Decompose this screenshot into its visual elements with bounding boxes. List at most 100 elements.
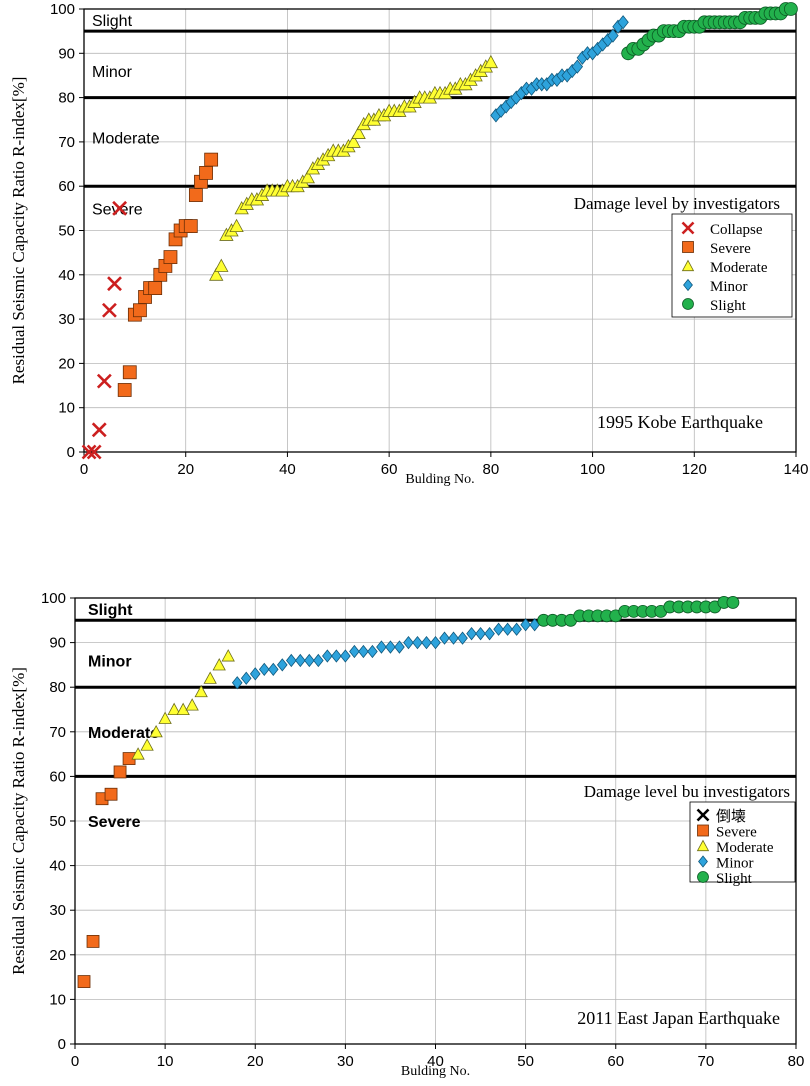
series-Severe — [77, 752, 136, 988]
data-point — [358, 644, 369, 659]
data-point — [117, 383, 132, 397]
data-point — [204, 152, 219, 167]
legend-title: Damage level bu investigators — [584, 782, 790, 801]
zone-label: Minor — [92, 64, 133, 81]
y-tick-label: 90 — [58, 45, 75, 62]
data-point — [77, 975, 91, 988]
data-point — [457, 631, 468, 645]
data-point — [421, 635, 432, 650]
legend-marker — [683, 278, 693, 292]
data-point — [199, 166, 213, 180]
data-point — [511, 622, 522, 636]
legend-item: 倒壊 — [696, 808, 746, 825]
legend-item: Slight — [682, 298, 747, 314]
series-Severe — [117, 152, 219, 397]
y-axis: 0 10 20 30 40 50 60 70 80 90 100 — [41, 590, 75, 1053]
x-tick-label: 80 — [483, 461, 500, 478]
legend-marker — [697, 824, 709, 837]
y-axis-label: Residual Seismic Capacity Ratio R-index[… — [9, 667, 28, 975]
data-point — [520, 618, 531, 632]
data-point — [267, 662, 279, 677]
data-point — [212, 658, 226, 671]
y-tick-label: 60 — [58, 178, 75, 195]
legend-marker — [696, 808, 710, 822]
data-point — [295, 653, 306, 668]
data-point — [349, 644, 360, 659]
data-point — [346, 134, 361, 148]
legend-label: Moderate — [716, 840, 774, 856]
data-point — [313, 653, 324, 668]
legend-box — [689, 801, 796, 883]
chart-2: 0 10 20 30 40 50 60 70 80 0 10 20 30 40 50 60 70 80 90 100 R… — [9, 590, 804, 1079]
data-point — [86, 935, 100, 948]
y-tick-label: 30 — [58, 311, 75, 328]
legend: Damage level bu investigators 倒壊SevereMod… — [584, 782, 796, 887]
y-tick-label: 100 — [41, 590, 66, 607]
data-point — [214, 258, 229, 272]
x-axis-label: Bulding No. — [405, 472, 474, 487]
x-tick-label: 40 — [279, 461, 296, 478]
legend-marker — [697, 871, 709, 883]
data-point — [81, 444, 97, 460]
data-point — [231, 676, 243, 690]
x-tick-label: 100 — [580, 461, 605, 478]
data-point — [571, 59, 584, 74]
x-tick-label: 120 — [682, 461, 707, 478]
legend-marker — [698, 855, 708, 868]
x-tick-label: 60 — [607, 1053, 624, 1070]
data-point — [300, 169, 315, 184]
legend-item: Slight — [697, 871, 753, 887]
legend-marker — [681, 221, 695, 235]
series-Collapse — [81, 200, 128, 460]
x-tick-label: 30 — [337, 1053, 354, 1070]
y-axis-label: Residual Seismic Capacity Ratio R-index[… — [9, 77, 28, 385]
legend-marker — [696, 839, 710, 852]
data-point — [158, 711, 172, 724]
data-point — [784, 2, 798, 16]
y-tick-label: 30 — [49, 902, 66, 919]
legend-title: Damage level by investigators — [574, 194, 780, 213]
data-point — [385, 640, 396, 654]
y-tick-label: 0 — [58, 1036, 66, 1053]
chart-annotation: 2011 East Japan Earthquake — [577, 1008, 780, 1028]
data-point — [475, 627, 486, 641]
data-point — [331, 649, 342, 663]
zone-label: Minor — [88, 653, 132, 670]
data-point — [483, 54, 499, 69]
y-tick-label: 80 — [49, 679, 66, 696]
y-tick-label: 90 — [49, 635, 66, 652]
data-point — [133, 303, 147, 318]
data-point — [258, 662, 270, 677]
y-tick-label: 100 — [50, 1, 75, 18]
x-tick-label: 10 — [157, 1053, 174, 1070]
legend-item: Moderate — [681, 259, 768, 276]
chart-annotation: 1995 Kobe Earthquake — [597, 412, 763, 432]
data-point — [185, 698, 199, 711]
data-point — [351, 125, 366, 139]
data-point — [221, 649, 235, 662]
data-point — [412, 635, 423, 650]
data-point — [607, 28, 619, 43]
x-tick-label: 0 — [71, 1053, 79, 1070]
y-tick-label: 10 — [58, 400, 75, 417]
y-tick-label: 80 — [58, 90, 75, 107]
data-point — [122, 365, 137, 380]
chart-1: 0 20 40 60 80 100 120 140 0 10 20 30 40 50 60 70 80 90 100… — [9, 1, 809, 487]
data-point — [430, 635, 441, 650]
y-tick-label: 20 — [49, 947, 66, 964]
data-point — [131, 747, 145, 760]
x-tick-label: 60 — [381, 461, 398, 478]
y-tick-label: 50 — [49, 813, 66, 830]
legend-marker — [682, 298, 694, 310]
data-point — [448, 631, 459, 645]
data-point — [113, 765, 127, 779]
x-axis: 0 20 40 60 80 100 120 140 — [80, 452, 809, 478]
data-point — [304, 653, 315, 668]
data-point — [249, 667, 261, 681]
data-point — [367, 644, 378, 659]
series-Slight — [621, 2, 798, 61]
zone-label: Moderate — [92, 130, 160, 147]
x-tick-label: 50 — [517, 1053, 534, 1070]
